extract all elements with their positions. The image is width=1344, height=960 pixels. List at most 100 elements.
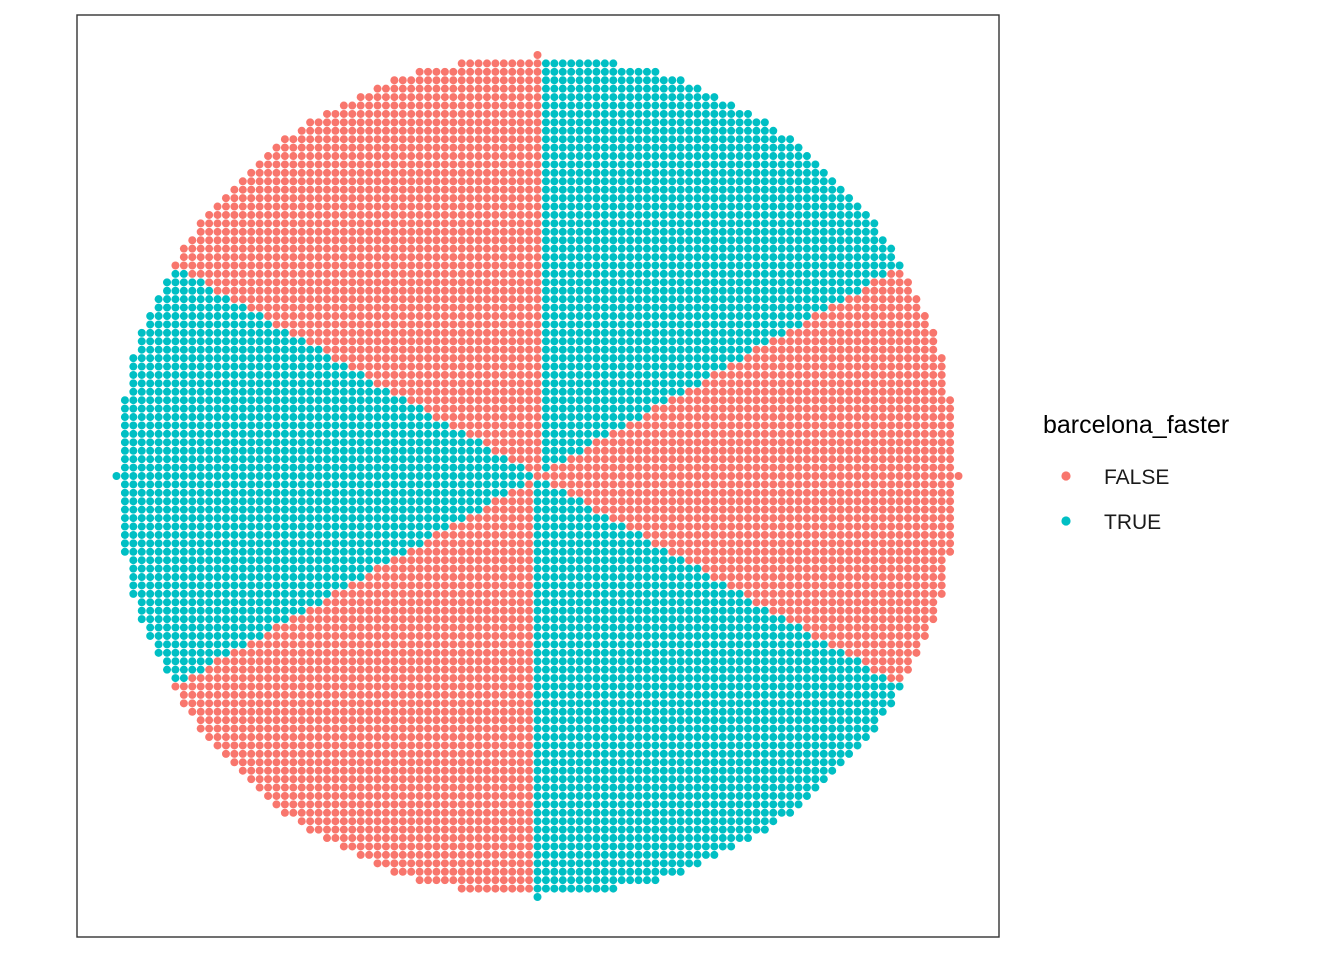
data-point-false xyxy=(482,118,491,127)
data-point-true xyxy=(617,101,626,110)
data-point-true xyxy=(247,362,256,371)
data-point-true xyxy=(541,135,550,144)
data-point-false xyxy=(306,825,315,834)
data-point-true xyxy=(163,657,172,666)
data-point-false xyxy=(440,413,449,422)
data-point-true xyxy=(626,800,635,809)
data-point-true xyxy=(600,850,609,859)
data-point-false xyxy=(213,261,222,270)
data-point-true xyxy=(533,539,542,548)
data-point-false xyxy=(440,152,449,161)
data-point-false xyxy=(390,253,399,262)
data-point-false xyxy=(499,505,508,514)
data-point-false xyxy=(398,657,407,666)
data-point-true xyxy=(348,530,357,539)
data-point-false xyxy=(533,446,542,455)
data-point-false xyxy=(314,295,323,304)
data-point-true xyxy=(558,640,567,649)
data-point-false xyxy=(289,791,298,800)
data-point-false xyxy=(432,143,441,152)
data-point-true xyxy=(264,497,273,506)
data-point-false xyxy=(525,244,534,253)
data-point-true xyxy=(196,362,205,371)
data-point-true xyxy=(584,160,593,169)
data-point-true xyxy=(205,328,214,337)
data-point-false xyxy=(466,413,475,422)
data-point-true xyxy=(584,185,593,194)
data-point-false xyxy=(499,867,508,876)
data-point-false xyxy=(424,850,433,859)
data-point-false xyxy=(323,177,331,186)
data-point-false xyxy=(466,699,475,708)
data-point-true xyxy=(567,808,576,817)
data-point-false xyxy=(407,674,416,683)
data-point-true xyxy=(550,143,559,152)
data-point-false xyxy=(432,581,441,590)
data-point-true xyxy=(348,556,357,565)
data-point-false xyxy=(491,244,500,253)
data-point-true xyxy=(264,463,273,472)
data-point-true xyxy=(280,573,289,582)
data-point-false xyxy=(213,665,222,674)
data-point-true xyxy=(179,505,188,514)
data-point-false xyxy=(415,766,424,775)
data-point-true xyxy=(592,67,601,76)
data-point-false xyxy=(533,253,542,262)
data-point-true xyxy=(289,581,298,590)
data-point-false xyxy=(381,631,390,640)
data-point-false xyxy=(381,850,390,859)
data-point-false xyxy=(280,135,289,144)
data-point-true xyxy=(390,539,399,548)
data-point-true xyxy=(137,396,146,405)
data-point-true xyxy=(188,623,197,632)
data-point-false xyxy=(508,446,517,455)
data-point-true xyxy=(171,345,180,354)
data-point-true xyxy=(314,472,323,480)
data-point-true xyxy=(600,320,609,329)
data-point-true xyxy=(550,867,559,876)
data-point-false xyxy=(432,404,441,413)
data-point-false xyxy=(491,674,500,683)
data-point-false xyxy=(424,674,433,683)
data-point-false xyxy=(205,690,214,699)
data-point-true xyxy=(424,497,433,506)
data-point-false xyxy=(525,808,534,817)
data-point-false xyxy=(289,724,298,733)
data-point-true xyxy=(617,876,626,885)
data-point-true xyxy=(609,379,618,388)
data-point-false xyxy=(280,758,289,767)
data-point-true xyxy=(541,530,550,539)
data-point-false xyxy=(499,791,508,800)
data-point-true xyxy=(533,859,542,868)
data-point-false xyxy=(323,295,331,304)
data-point-false xyxy=(482,84,491,93)
data-point-true xyxy=(533,716,542,725)
data-point-false xyxy=(289,716,298,725)
data-point-false xyxy=(365,623,374,632)
data-point-true xyxy=(482,446,491,455)
data-point-true xyxy=(272,362,281,371)
data-point-false xyxy=(482,126,491,135)
data-point-true xyxy=(626,867,635,876)
data-point-false xyxy=(449,185,458,194)
data-point-true xyxy=(146,429,155,438)
data-point-false xyxy=(264,269,273,278)
data-point-false xyxy=(398,387,407,396)
data-point-false xyxy=(533,244,542,253)
data-point-false xyxy=(525,413,534,422)
data-point-true xyxy=(592,682,601,691)
data-point-false xyxy=(440,573,449,582)
data-point-true xyxy=(550,438,559,447)
data-point-false xyxy=(213,716,222,725)
data-point-false xyxy=(339,749,348,758)
data-point-false xyxy=(365,227,374,236)
data-point-false xyxy=(289,261,298,270)
data-point-true xyxy=(575,429,584,438)
data-point-true xyxy=(558,598,567,607)
data-point-true xyxy=(541,573,550,582)
data-point-false xyxy=(508,413,517,422)
data-point-true xyxy=(449,463,458,472)
data-point-true xyxy=(137,472,146,480)
data-point-false xyxy=(415,783,424,792)
data-point-true xyxy=(221,497,230,506)
